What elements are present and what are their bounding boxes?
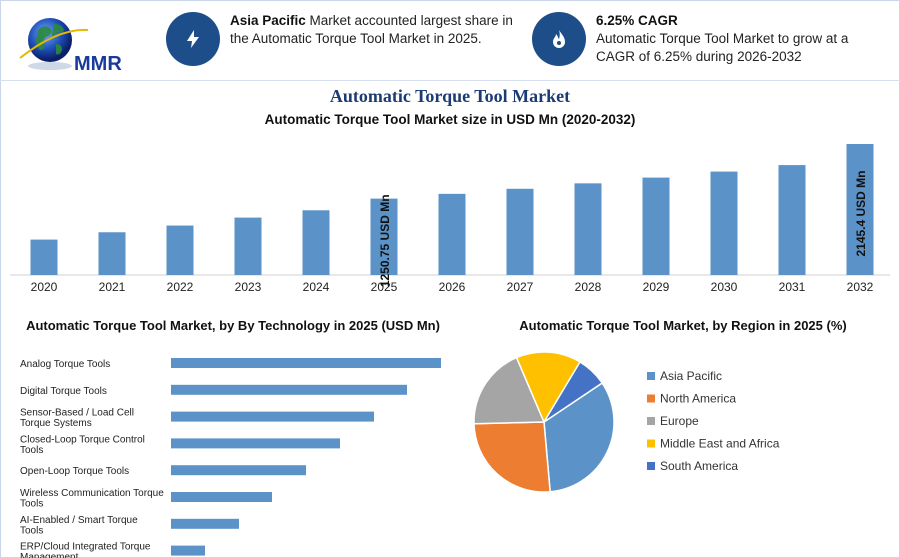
data-label: 2145.4 USD Mn — [854, 170, 868, 256]
header: MMR Asia Pacific Market accounted larges… — [0, 0, 900, 80]
market-size-bar-chart: 2020 2021 2022 2023 2024 2025 2026 2027 2028 2029… — [10, 144, 890, 294]
bar-2020 — [30, 239, 58, 275]
technology-bar — [171, 465, 306, 476]
flame-icon — [532, 12, 586, 66]
technology-label: Sensor-Based / Load Cell Torque Systems — [20, 408, 134, 430]
technology-bar — [171, 358, 441, 368]
technology-label: ERP/Cloud Integrated Torque Management — [20, 542, 151, 558]
bar-2028 — [574, 183, 602, 275]
legend-label: Middle East and Africa — [660, 437, 780, 451]
pie-slice — [543, 360, 604, 423]
technology-chart-title: Automatic Torque Tool Market, by By Tech… — [26, 318, 440, 333]
legend-label: South America — [660, 459, 738, 473]
x-tick-label: 2026 — [439, 280, 466, 294]
x-tick-label: 2021 — [99, 280, 126, 294]
bar-2021 — [98, 232, 126, 275]
stat-cagr: 6.25% CAGR Automatic Torque Tool Market … — [532, 12, 886, 66]
x-tick-label: 2027 — [507, 280, 534, 294]
x-tick-label: 2025 — [371, 280, 398, 294]
legend-swatch — [647, 372, 655, 380]
legend-label: North America — [660, 392, 736, 406]
logo-text: MMR — [74, 53, 122, 75]
page-title: Automatic Torque Tool Market — [329, 86, 571, 106]
bar-chart-title: Automatic Torque Tool Market size in USD… — [264, 112, 636, 127]
stat1-bold: Asia Pacific — [230, 13, 306, 28]
technology-label: Digital Torque Tools — [20, 386, 107, 397]
technology-bar — [171, 384, 407, 395]
bar-2027 — [506, 188, 534, 275]
pie-slice — [473, 421, 551, 493]
bar-2024 — [302, 210, 330, 275]
pie-slice — [543, 381, 615, 493]
bar-2022 — [166, 225, 194, 275]
mmr-logo: MMR — [18, 8, 138, 78]
technology-label: Wireless Communication Torque Tools — [20, 488, 164, 510]
region-pie-chart: Asia Pacific North America Europe Middle Ea… — [473, 351, 780, 493]
bar-2029 — [642, 177, 670, 275]
technology-bar-chart: Analog Torque Tools Digital Torque Tools S… — [20, 358, 441, 558]
technology-bar — [171, 492, 272, 502]
legend-swatch — [647, 439, 655, 448]
technology-label: Open-Loop Torque Tools — [20, 466, 129, 477]
technology-label: Analog Torque Tools — [20, 359, 110, 370]
lightning-icon — [166, 12, 220, 66]
bar-2030 — [710, 171, 738, 275]
divider — [0, 80, 900, 81]
bar-2025 — [370, 198, 398, 275]
legend-swatch — [647, 462, 655, 470]
data-label: 1250.75 USD Mn — [378, 194, 392, 287]
x-tick-label: 2032 — [847, 280, 874, 294]
pie-slice — [473, 356, 546, 425]
bar-2032 — [846, 144, 874, 275]
bar-2023 — [234, 217, 262, 275]
x-tick-label: 2028 — [575, 280, 602, 294]
technology-label: AI-Enabled / Smart Torque Tools — [20, 515, 138, 537]
x-tick-label: 2020 — [31, 280, 58, 294]
region-chart-title: Automatic Torque Tool Market, by Region … — [519, 318, 847, 333]
technology-bar — [171, 411, 374, 422]
stat2-text: Automatic Torque Tool Market to grow at … — [596, 31, 849, 64]
legend-swatch — [647, 394, 655, 403]
legend-label: Europe — [660, 414, 699, 428]
x-tick-label: 2031 — [779, 280, 806, 294]
x-tick-label: 2022 — [167, 280, 194, 294]
technology-bar — [171, 438, 340, 449]
stat2-bold: 6.25% CAGR — [596, 13, 678, 28]
legend-label: Asia Pacific — [660, 369, 722, 383]
legend-swatch — [647, 417, 655, 425]
x-tick-label: 2029 — [643, 280, 670, 294]
pie-slice — [515, 351, 582, 424]
technology-label: Closed-Loop Torque Control Tools — [20, 434, 145, 456]
stat1-text: Market accounted largest share in the Au… — [230, 13, 513, 46]
technology-bar — [171, 518, 239, 529]
x-tick-label: 2024 — [303, 280, 330, 294]
x-tick-label: 2030 — [711, 280, 738, 294]
technology-bar — [171, 545, 205, 556]
bar-2031 — [778, 165, 806, 275]
stat-asia-pacific: Asia Pacific Market accounted largest sh… — [166, 12, 530, 66]
x-tick-label: 2023 — [235, 280, 262, 294]
bar-2026 — [438, 193, 466, 275]
